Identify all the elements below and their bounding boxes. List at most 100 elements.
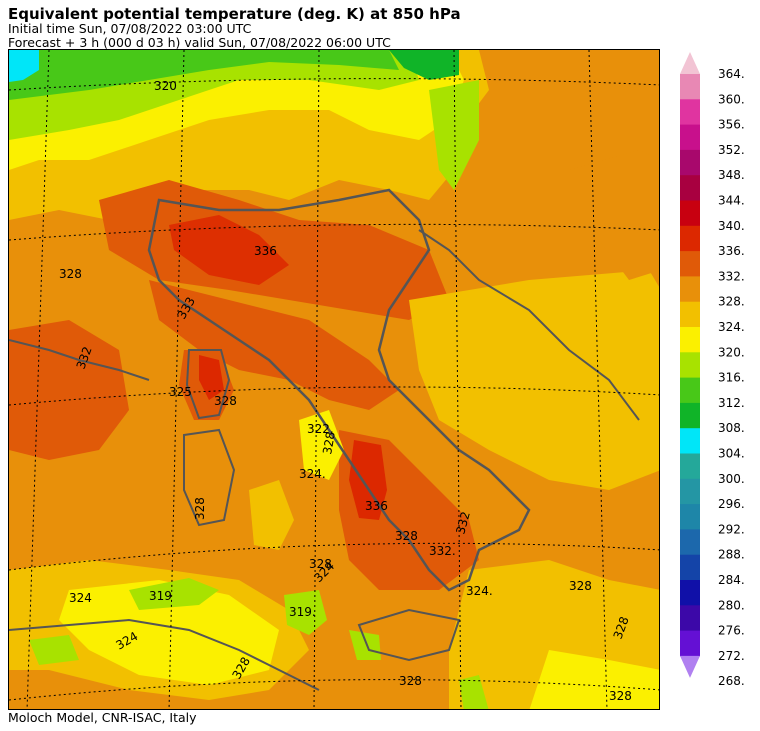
colorbar-swatch: [680, 453, 700, 480]
contour-label: 320: [154, 79, 177, 93]
colorbar-swatch: [680, 478, 700, 505]
colorbar-swatch: [680, 200, 700, 227]
colorbar-swatch: [680, 301, 700, 328]
colorbar-label: 316.: [718, 371, 745, 385]
model-credit: Moloch Model, CNR-ISAC, Italy: [8, 710, 197, 725]
colorbar-label: 324.: [718, 320, 745, 334]
colorbar-label: 268.: [718, 674, 745, 688]
colorbar-swatch: [680, 352, 700, 379]
contour-label: 328: [569, 579, 592, 593]
contour-label: 324: [69, 591, 92, 605]
initial-time: Initial time Sun, 07/08/2022 03:00 UTC: [8, 21, 252, 36]
lat-line: [9, 386, 659, 406]
adriatic-east-coast: [418, 229, 640, 421]
colorbar-label: 336.: [718, 244, 745, 258]
field-316-sw3: [349, 630, 381, 660]
colorbar-label: 340.: [718, 219, 745, 233]
colorbar-swatch: [680, 605, 700, 632]
colorbar-label: 348.: [718, 168, 745, 182]
field-308-corner: [9, 50, 39, 82]
field-316-se: [459, 675, 489, 709]
graticule: [9, 50, 659, 709]
colorbar-label: 296.: [718, 497, 745, 511]
lat-line: [9, 78, 659, 91]
map-canvas: 320328336333332325328322.328324.32832833…: [9, 50, 659, 709]
contour-label: 328: [309, 557, 332, 571]
field-316-sw2: [284, 590, 327, 635]
field-316-east: [429, 80, 479, 190]
contour-label: 328: [395, 529, 418, 543]
contour-label: 328: [214, 394, 237, 408]
contour-label: 332: [453, 510, 472, 536]
colorbar-label: 284.: [718, 573, 745, 587]
field-324-pocket: [249, 480, 294, 550]
colorbar-swatch: [680, 428, 700, 454]
colorbar-swatch: [680, 377, 700, 404]
colorbar-label: 352.: [718, 143, 745, 157]
colorbar-swatch: [680, 554, 700, 581]
contour-label: 324.: [466, 584, 493, 598]
colorbar-label: 332.: [718, 269, 745, 283]
contour-label: 328: [59, 267, 82, 281]
chart-title: Equivalent potential temperature (deg. K…: [8, 5, 461, 23]
colorbar-canvas: 364. 360. 356. 352. 348. 344. 340. 336. 332. 328.…: [680, 52, 745, 688]
field-320-pocket: [299, 410, 344, 480]
colorbar-label: 328.: [718, 295, 745, 309]
field-336-po: [169, 215, 289, 285]
colorbar-swatch: [680, 74, 700, 100]
colorbar-label: 364.: [718, 67, 745, 81]
colorbar-swatch: [680, 402, 700, 429]
chart-header: Equivalent potential temperature (deg. K…: [8, 6, 608, 50]
colorbar-swatch: [680, 175, 700, 201]
colorbar-swatch: [680, 504, 700, 530]
field-320-se: [529, 650, 659, 709]
colorbar-label: 288.: [718, 548, 745, 562]
forecast-time: Forecast + 3 h (000 d 03 h) valid Sun, 0…: [8, 35, 391, 50]
colorbar-swatch: [680, 327, 700, 353]
colorbar-swatch: [680, 225, 700, 252]
field-316-sw4: [29, 635, 79, 665]
field-312-north: [9, 50, 399, 100]
contour-label: 328: [320, 431, 338, 456]
colorbar-swatch: [680, 124, 700, 151]
contour-label: 336: [365, 499, 388, 513]
colorbar-swatch: [680, 149, 700, 176]
colorbar-label: 304.: [718, 447, 745, 461]
colorbar-label: 280.: [718, 598, 745, 612]
field-336-corsica: [199, 355, 224, 400]
colorbar-swatch: [680, 630, 700, 657]
lon-line: [168, 50, 185, 709]
contour-label: 325: [169, 385, 192, 399]
colorbar-swatch: [680, 99, 700, 126]
colorbar-bottom-arrow: [680, 655, 700, 678]
colorbar: 364. 360. 356. 352. 348. 344. 340. 336. 332. 328.…: [680, 52, 760, 712]
italy-coastline: [147, 188, 531, 592]
colorbar-label: 360.: [718, 92, 745, 106]
field-308-north: [389, 50, 459, 80]
contour-label: 324.: [299, 467, 326, 481]
colorbar-label: 344.: [718, 194, 745, 208]
contour-label: 336: [254, 244, 277, 258]
colorbar-label: 356.: [718, 118, 745, 132]
contour-label: 322.: [307, 422, 334, 436]
field-316-sw1: [129, 578, 219, 610]
contour-label: 328: [399, 674, 422, 688]
colorbar-swatch: [680, 529, 700, 556]
contour-label: 332.: [429, 544, 456, 558]
corsica-coastline: [185, 349, 231, 420]
sardinia-coastline: [183, 428, 236, 527]
theta-e-map: 320 328 336 333 332 325 328 322. 328 324. 328 328 33…: [8, 49, 660, 710]
lon-line: [313, 50, 320, 709]
colorbar-label: 276.: [718, 624, 745, 638]
contour-label: 328: [609, 689, 632, 703]
colorbar-top-arrow: [680, 52, 700, 74]
colorbar-swatch: [680, 251, 700, 277]
field-336-south: [349, 440, 387, 520]
lon-line: [588, 50, 608, 709]
contour-label: 319.: [289, 605, 316, 619]
colorbar-label: 308.: [718, 421, 745, 435]
lon-line: [26, 50, 50, 709]
lat-line: [9, 679, 659, 701]
colorbar-label: 272.: [718, 649, 745, 663]
colorbar-label: 312.: [718, 396, 745, 410]
